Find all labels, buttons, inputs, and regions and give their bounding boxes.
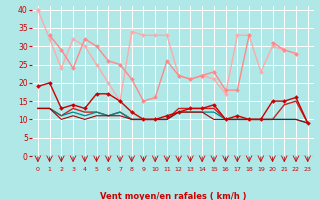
X-axis label: Vent moyen/en rafales ( km/h ): Vent moyen/en rafales ( km/h ) <box>100 192 246 200</box>
